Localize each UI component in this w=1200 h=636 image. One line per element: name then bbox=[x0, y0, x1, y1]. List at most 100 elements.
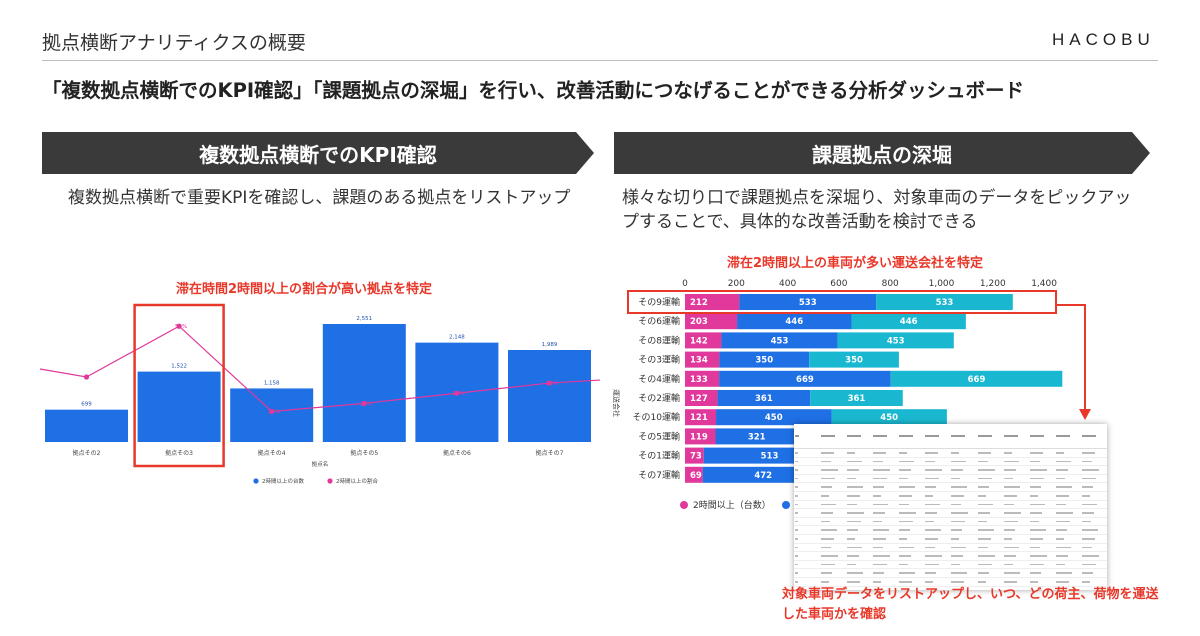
stacked-bar-segment bbox=[685, 332, 722, 349]
segment-value-label: 127 bbox=[690, 394, 708, 404]
table-row bbox=[794, 491, 1107, 501]
segment-value-label: 450 bbox=[765, 413, 783, 423]
carrier-label: その6運輸 bbox=[638, 315, 680, 327]
x-tick-label: 800 bbox=[882, 279, 899, 289]
segment-value-label: 446 bbox=[900, 317, 918, 327]
stacked-bar-segment bbox=[685, 428, 716, 445]
table-row bbox=[794, 560, 1107, 570]
legend-label: 2時間以上（台数） bbox=[693, 499, 771, 511]
bar-value-label: 1,522 bbox=[171, 364, 187, 370]
site-bar bbox=[508, 349, 591, 442]
stacked-bar-segment bbox=[685, 390, 718, 406]
ratio-point bbox=[361, 400, 367, 406]
carrier-label: その9運輸 bbox=[638, 296, 680, 308]
segment-value-label: 119 bbox=[690, 432, 708, 442]
segment-value-label: 203 bbox=[690, 317, 708, 327]
highlight-box bbox=[133, 303, 225, 468]
table-row bbox=[794, 525, 1107, 535]
x-tick-label: 拠点その7 bbox=[536, 449, 564, 457]
segment-value-label: 453 bbox=[771, 336, 789, 346]
stacked-bar-segment bbox=[851, 313, 966, 330]
table-row bbox=[794, 568, 1107, 578]
segment-value-label: 472 bbox=[754, 471, 772, 481]
stacked-bar-segment bbox=[685, 313, 738, 330]
x-tick-label: 拠点その2 bbox=[73, 449, 101, 457]
table-header-row bbox=[794, 424, 1107, 449]
segment-value-label: 121 bbox=[690, 413, 708, 423]
table-row bbox=[794, 534, 1107, 544]
stacked-bar-segment bbox=[837, 332, 954, 349]
right-section-banner: 課題拠点の深堀 bbox=[614, 132, 1150, 174]
table-row bbox=[794, 586, 1107, 590]
table-row bbox=[794, 508, 1107, 518]
x-tick-label: 400 bbox=[779, 279, 796, 289]
segment-value-label: 69 bbox=[690, 471, 702, 481]
highlight-box bbox=[627, 290, 1057, 314]
ratio-point bbox=[176, 323, 182, 329]
table-row bbox=[794, 457, 1107, 467]
site-bar bbox=[322, 324, 406, 442]
ratio-label: 21% bbox=[360, 401, 372, 407]
ratio-point bbox=[454, 390, 460, 396]
table-row bbox=[794, 465, 1107, 475]
legend-marker bbox=[327, 478, 333, 484]
ratio-point bbox=[546, 380, 553, 386]
stacked-bar-segment bbox=[685, 351, 720, 368]
ratio-line bbox=[39, 325, 601, 413]
stacked-bar-segment bbox=[717, 390, 811, 406]
legend-label: 2時間以上の割合 bbox=[336, 477, 378, 485]
ratio-label: 17% bbox=[268, 409, 280, 415]
x-axis-title: 拠点名 bbox=[312, 460, 329, 468]
legend-marker bbox=[253, 478, 259, 484]
site-bar-line-chart: 699 拠点その2 1,522 拠点その3 1,158 拠点その4 2,551 拠点その5 2,… bbox=[39, 303, 601, 485]
carrier-label: その2運輸 bbox=[638, 392, 680, 404]
stacked-bar-segment bbox=[685, 294, 740, 310]
stacked-bar-segment bbox=[876, 294, 1013, 310]
bar-value-label: 2,148 bbox=[449, 335, 465, 341]
table-row bbox=[794, 474, 1107, 484]
x-tick-label: 1,400 bbox=[1031, 279, 1057, 289]
site-bar bbox=[45, 409, 128, 442]
ratio-label: 26% bbox=[453, 391, 465, 397]
carrier-label: その7運輸 bbox=[638, 469, 680, 481]
segment-value-label: 669 bbox=[968, 375, 986, 385]
x-tick-label: 拠点その5 bbox=[350, 449, 378, 457]
ratio-label: 31% bbox=[545, 381, 557, 387]
ratio-label: 59% bbox=[175, 324, 187, 330]
stacked-bar-segment bbox=[890, 370, 1063, 387]
header-divider bbox=[42, 60, 1158, 61]
segment-value-label: 533 bbox=[799, 298, 817, 308]
legend-marker bbox=[680, 501, 688, 509]
segment-value-label: 361 bbox=[848, 394, 866, 404]
carrier-label: その10運輸 bbox=[633, 411, 680, 423]
table-row bbox=[794, 500, 1107, 510]
x-tick-label: 0 bbox=[682, 279, 688, 289]
bar-value-label: 1,158 bbox=[264, 380, 280, 386]
arrow-head bbox=[1079, 409, 1091, 420]
bar-value-label: 1,989 bbox=[542, 342, 558, 348]
ratio-point bbox=[269, 408, 275, 415]
table-row bbox=[794, 577, 1107, 587]
site-bar bbox=[137, 371, 221, 442]
bar-value-label: 699 bbox=[81, 402, 92, 408]
segment-value-label: 513 bbox=[761, 452, 779, 462]
x-tick-label: 拠点その4 bbox=[258, 449, 286, 457]
x-tick-label: 1,200 bbox=[980, 279, 1006, 289]
segment-value-label: 669 bbox=[796, 375, 814, 385]
right-banner-label: 課題拠点の深堀 bbox=[812, 142, 952, 167]
segment-value-label: 450 bbox=[880, 413, 898, 423]
site-bar bbox=[230, 388, 314, 442]
left-chart-title: 滞在時間2時間以上の割合が高い拠点を特定 bbox=[176, 282, 433, 297]
y-axis-title: 運送会社 bbox=[612, 389, 621, 417]
stacked-bar-segment bbox=[739, 294, 877, 310]
stacked-bar-segment bbox=[685, 409, 717, 426]
stacked-bar-segment bbox=[809, 351, 899, 368]
table-row bbox=[794, 551, 1107, 561]
segment-value-label: 212 bbox=[690, 298, 708, 308]
legend-marker bbox=[782, 501, 790, 509]
stacked-bar-segment bbox=[737, 313, 852, 330]
segment-value-label: 350 bbox=[845, 356, 863, 366]
stacked-bar-segment bbox=[721, 332, 838, 349]
carrier-label: その5運輸 bbox=[638, 430, 680, 442]
